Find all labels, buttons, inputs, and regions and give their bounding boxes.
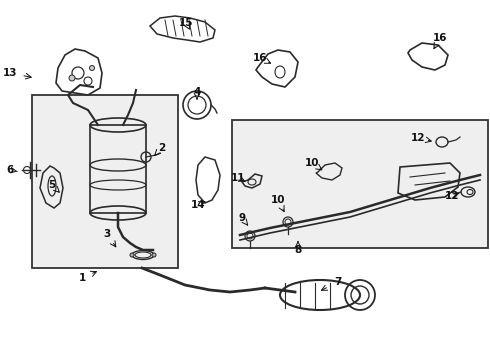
Text: 12: 12: [445, 191, 459, 201]
Text: 12: 12: [411, 133, 425, 143]
Ellipse shape: [69, 75, 75, 81]
Ellipse shape: [90, 66, 95, 71]
Ellipse shape: [130, 253, 134, 257]
Text: 4: 4: [194, 87, 201, 97]
Bar: [232, 120, 488, 248]
Text: 8: 8: [294, 245, 302, 255]
Text: 9: 9: [239, 213, 245, 223]
Text: 1: 1: [78, 273, 86, 283]
Text: 10: 10: [305, 158, 319, 168]
Text: 15: 15: [179, 18, 193, 28]
Text: 2: 2: [158, 143, 166, 153]
Text: 10: 10: [271, 195, 285, 205]
Bar: [32, 95, 178, 268]
Text: 14: 14: [191, 200, 205, 210]
Text: 6: 6: [6, 165, 14, 175]
Text: 13: 13: [3, 68, 17, 78]
Text: 5: 5: [49, 180, 56, 190]
Text: 16: 16: [253, 53, 267, 63]
Ellipse shape: [152, 253, 156, 257]
Text: 16: 16: [433, 33, 447, 43]
Text: 3: 3: [103, 229, 111, 239]
Bar: [90, 125, 146, 213]
Text: 7: 7: [334, 277, 342, 287]
Text: 11: 11: [231, 173, 245, 183]
